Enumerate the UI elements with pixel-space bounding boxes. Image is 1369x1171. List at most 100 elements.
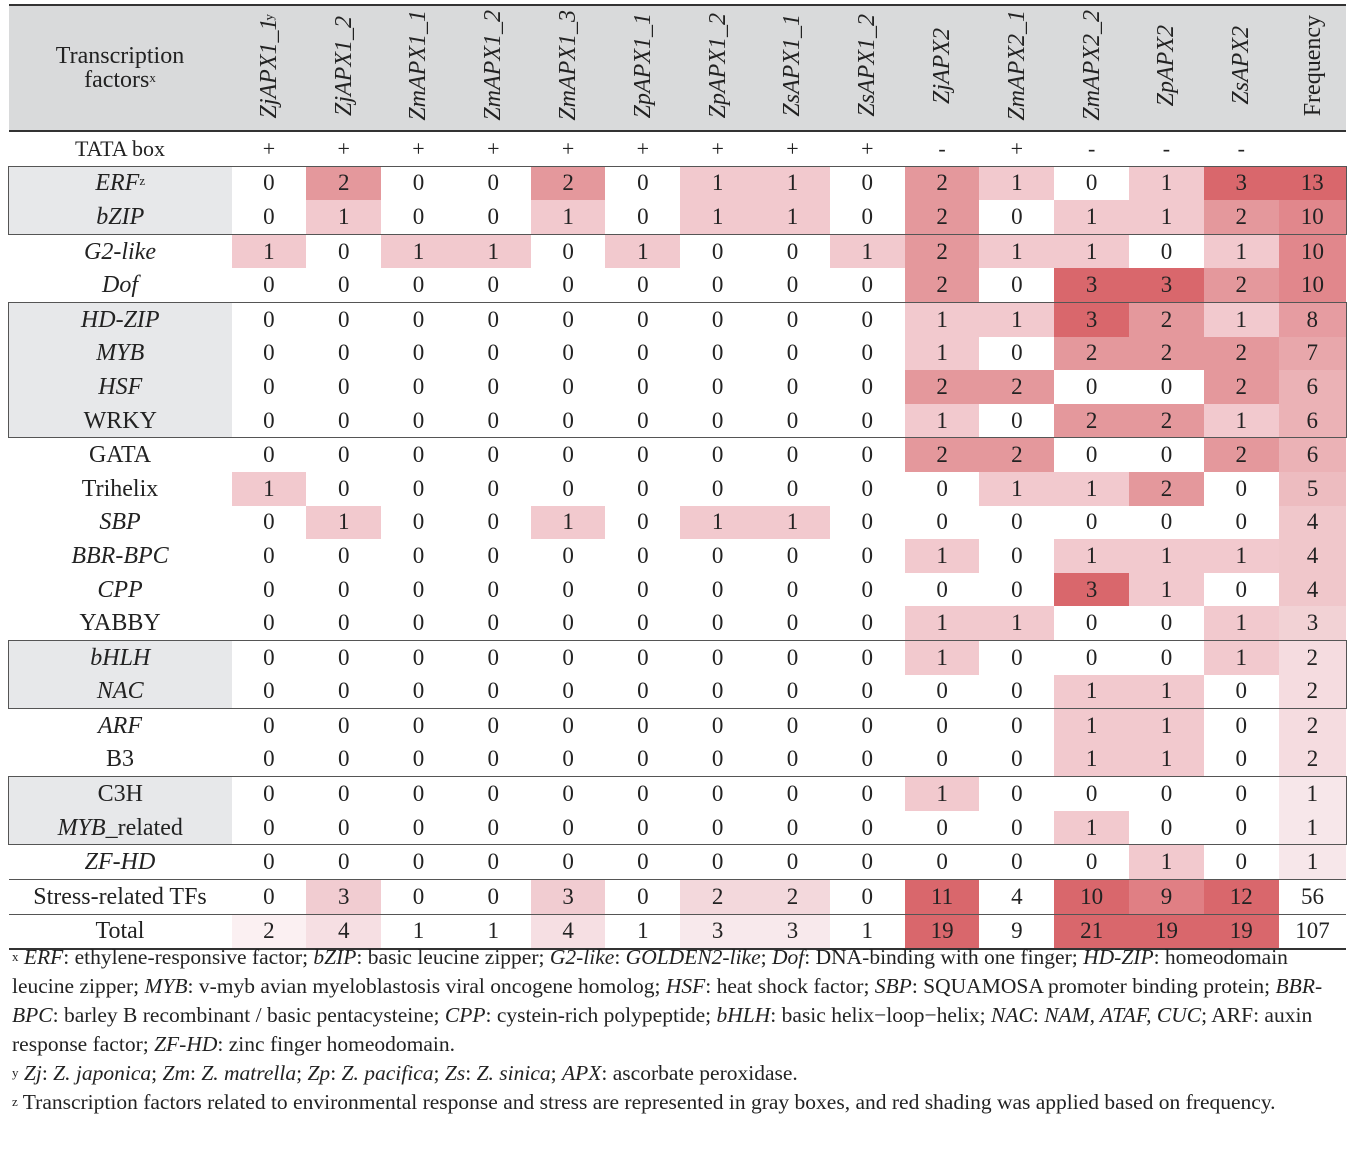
- table-cell: 0: [711, 542, 724, 568]
- column-header-zpapx1-2: ZpAPX1_2: [680, 4, 756, 132]
- footnote-segment: Zj: [23, 1061, 42, 1085]
- table-cell: 0: [605, 879, 681, 915]
- table-cell: 0: [829, 200, 905, 235]
- footnote-segment: ;: [151, 1061, 163, 1085]
- table-cell: 0: [263, 610, 275, 636]
- table-cell: 0: [605, 200, 681, 235]
- table-cell: 0: [904, 708, 980, 743]
- footnote-segment: : SQUAMOSA promoter binding protein;: [911, 974, 1276, 998]
- row-label: CPP: [9, 573, 232, 607]
- frequency-cell: 4: [1278, 539, 1347, 573]
- table-cell: 0: [487, 610, 500, 636]
- footnote-segment: bHLH: [716, 1003, 771, 1027]
- table-cell: 0: [412, 272, 425, 298]
- table-cell: 0: [381, 437, 456, 472]
- table-cell: 0: [829, 810, 905, 846]
- table-cell: 1: [1054, 539, 1130, 573]
- row-label: ZF-HD: [8, 844, 232, 880]
- table-cell: 0: [381, 639, 456, 675]
- footnote-segment: CPP: [444, 1003, 486, 1027]
- total-row: Total 2 4 1 1 4 1 3 3 1 19 9 21 19 19 107: [8, 913, 1347, 951]
- header-row: Transcription factorsx ZjAPX1_1y ZjAPX1_2…: [8, 4, 1347, 132]
- table-cell: 2: [1203, 370, 1279, 404]
- footnote-segment: Z. sinica: [476, 1061, 551, 1085]
- table-cell: 0: [1203, 810, 1279, 846]
- table-cell: 1: [1203, 539, 1279, 573]
- table-cell: 12: [1203, 879, 1279, 915]
- frequency-cell: 2: [1278, 742, 1347, 777]
- table-cell: 0: [755, 844, 830, 880]
- column-header-label: ZmAPX2_1: [1003, 10, 1030, 121]
- table-cell: 0: [455, 403, 531, 439]
- table-cell: 0: [1054, 165, 1130, 201]
- footnote-segment: : basic helix−loop−helix;: [770, 1003, 991, 1027]
- stress-related-row: Stress-related TFs 0 3 0 0 3 0 2 2 0 11 4 10 9 12 56: [8, 879, 1347, 915]
- table-cell: 0: [755, 639, 830, 675]
- table-cell: 0: [1160, 373, 1173, 399]
- table-cell: 1: [829, 913, 905, 951]
- table-cell: 0: [637, 373, 649, 399]
- footnote-segment: ;: [760, 945, 772, 969]
- column-header-zmapx1-2: ZmAPX1_2: [455, 4, 531, 132]
- tf-name: bZIP: [96, 203, 145, 230]
- table-cell: 3: [1203, 165, 1279, 201]
- table-cell: 0: [306, 403, 382, 439]
- frequency-cell: 6: [1278, 403, 1347, 439]
- footnote-segment: : homeodomain leucine zipper;: [12, 945, 1288, 998]
- frequency-cell: 1: [1278, 844, 1347, 880]
- table-cell: 1: [1203, 301, 1279, 337]
- table-cell: 0: [381, 708, 456, 743]
- table-row: NAC 0 0 0 0 0 0 0 0 0 0 0 1 1 0 2: [8, 674, 1347, 710]
- table-cell: 1: [680, 200, 756, 235]
- table-cell: 1: [1054, 471, 1130, 506]
- table-cell: 0: [412, 610, 425, 636]
- table-cell: 0: [487, 576, 500, 602]
- footnote-segment: HD-ZIP: [1083, 945, 1154, 969]
- table-row: Trihelix 1 0 0 0 0 0 0 0 0 0 1 1 2 0 5: [9, 471, 1347, 506]
- tf-name: B3: [105, 746, 134, 773]
- table-cell: 1: [829, 233, 905, 269]
- table-cell: 2: [1054, 336, 1130, 371]
- table-cell: 0: [337, 610, 350, 636]
- table-cell: 1: [605, 913, 681, 951]
- table-cell: 0: [786, 746, 799, 772]
- table-cell: 3: [1054, 301, 1130, 337]
- tata-cell-frequency: [1279, 131, 1347, 166]
- tata-cell: +: [636, 135, 650, 161]
- table-cell: 0: [231, 810, 307, 846]
- table-cell: 0: [455, 844, 531, 880]
- row-label: C3H: [8, 776, 232, 811]
- table-cell: 2: [1129, 403, 1204, 439]
- tf-name: ZF-HD: [84, 849, 156, 876]
- column-header-frequency: Frequency: [1278, 4, 1347, 132]
- footnote-segment: ; ARF: auxin response factor;: [12, 1003, 1313, 1056]
- column-header-label: Frequency: [1299, 14, 1326, 117]
- table-cell: 0: [979, 776, 1055, 811]
- table-cell: 0: [680, 776, 756, 811]
- table-cell: 0: [306, 639, 382, 675]
- table-cell: 0: [829, 708, 905, 743]
- column-header-label: ZsAPX2: [1228, 26, 1255, 105]
- table-cell: 0: [755, 233, 830, 269]
- footnote-segment: Dof: [771, 945, 805, 969]
- table-cell: 0: [786, 272, 799, 298]
- footnote-segment: Zp: [307, 1061, 331, 1085]
- table-cell: 4: [979, 879, 1055, 915]
- tata-cell: +: [487, 135, 500, 161]
- table-cell: 0: [861, 272, 874, 298]
- table-cell: 1: [904, 639, 980, 675]
- table-cell: 0: [562, 373, 574, 399]
- table-cell: 2: [904, 370, 980, 404]
- table-row: GATA 0 0 0 0 0 0 0 0 0 2 2 0 0 2 6: [8, 437, 1347, 472]
- table-cell: 0: [979, 639, 1055, 675]
- column-header-label: ZsAPX1_1: [779, 14, 806, 117]
- table-cell: 0: [680, 639, 756, 675]
- table-cell: 2: [231, 913, 307, 951]
- tf-name: MYB: [57, 814, 106, 841]
- table-cell: 0: [381, 165, 456, 201]
- footnote-segment: GOLDEN2-like: [625, 945, 761, 969]
- table-cell: 1: [1129, 844, 1204, 880]
- column-header-zmapx1-3: ZmAPX1_3: [530, 4, 606, 132]
- footnote-segment: : ascorbate peroxidase.: [601, 1061, 798, 1085]
- table-cell: 2: [1129, 301, 1204, 337]
